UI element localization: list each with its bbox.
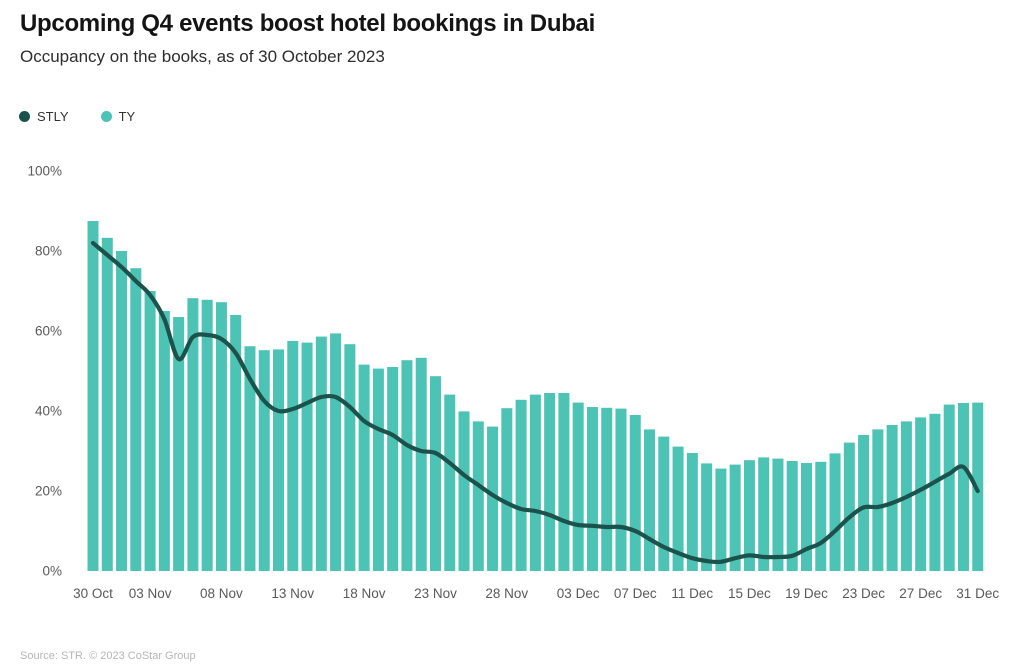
x-tick-label: 03 Nov (129, 586, 172, 601)
ty-bar (287, 341, 299, 571)
ty-bar (929, 413, 941, 571)
ty-bar (943, 404, 955, 571)
y-tick-label: 80% (35, 244, 62, 259)
x-tick-label: 18 Nov (343, 586, 386, 601)
x-tick-label: 31 Dec (956, 586, 999, 601)
ty-bar (372, 368, 384, 571)
ty-bar (715, 468, 727, 571)
ty-bar (301, 342, 313, 571)
ty-bar (158, 311, 170, 571)
ty-bar (330, 333, 342, 571)
ty-bar (786, 461, 798, 571)
ty-bar (515, 399, 527, 571)
ty-bar (501, 408, 513, 571)
x-tick-label: 08 Nov (200, 586, 243, 601)
ty-bar (358, 364, 370, 571)
ty-bar (187, 298, 199, 571)
ty-bar (572, 402, 584, 571)
ty-bar (387, 367, 399, 571)
ty-bar (843, 442, 855, 571)
occupancy-chart-svg: 0% 20% 40% 60% 80% 100% 30 Oct 03 Nov 08 Nov 13 N… (27, 164, 999, 602)
chart-area: 0% 20% 40% 60% 80% 100% 30 Oct 03 Nov 08 Nov 13 N… (0, 140, 1024, 640)
x-tick-label: 19 Dec (785, 586, 828, 601)
ty-bar (829, 453, 841, 571)
ty-bar (729, 464, 741, 571)
x-tick-label: 30 Oct (73, 586, 113, 601)
ty-bar (686, 453, 698, 571)
x-tick-label: 07 Dec (614, 586, 657, 601)
ty-bar (87, 221, 99, 571)
ty-bar (472, 421, 484, 571)
ty-bar (244, 346, 256, 571)
ty-bar (743, 460, 755, 571)
ty-bar (144, 291, 156, 571)
ty-bar (672, 446, 684, 571)
ty-bar (487, 426, 499, 571)
ty-bar (872, 429, 884, 571)
legend-item-ty: TY (100, 109, 136, 124)
stly-legend-dot-icon (19, 111, 30, 122)
ty-bar (558, 393, 570, 571)
ty-bar (858, 435, 870, 571)
x-tick-label: 28 Nov (485, 586, 528, 601)
ty-bar (758, 457, 770, 571)
ty-bar (701, 463, 713, 571)
legend-item-stly: STLY (19, 109, 69, 124)
ty-bar (215, 302, 227, 571)
ty-bar (815, 461, 827, 571)
y-tick-label: 0% (42, 564, 62, 579)
ty-bar (644, 429, 656, 571)
ty-bar (315, 336, 327, 571)
x-tick-label: 11 Dec (671, 586, 713, 601)
ty-bars (87, 221, 984, 572)
ty-bar (116, 251, 128, 571)
ty-bar (886, 425, 898, 571)
y-axis-labels: 0% 20% 40% 60% 80% 100% (27, 164, 62, 579)
ty-bar (273, 349, 285, 571)
x-tick-label: 13 Nov (271, 586, 314, 601)
y-tick-label: 100% (27, 164, 62, 179)
ty-bar (258, 350, 270, 571)
ty-bar (629, 415, 641, 571)
x-tick-label: 27 Dec (899, 586, 942, 601)
ty-bar (544, 393, 556, 571)
ty-bar (957, 403, 969, 571)
page-subtitle: Occupancy on the books, as of 30 October… (20, 47, 385, 66)
ty-bar (444, 394, 456, 571)
x-axis-labels: 30 Oct 03 Nov 08 Nov 13 Nov 18 Nov 23 Nov 28 N… (73, 586, 999, 601)
ty-bar (458, 411, 470, 571)
x-tick-label: 15 Dec (728, 586, 771, 601)
ty-bar (658, 436, 670, 571)
legend-label-stly: STLY (37, 109, 69, 124)
ty-bar (586, 407, 598, 571)
ty-bar (529, 394, 541, 571)
source-attribution: Source: STR. © 2023 CoStar Group (20, 650, 196, 662)
y-tick-label: 20% (35, 484, 62, 499)
ty-legend-dot-icon (100, 111, 112, 122)
ty-bar (401, 360, 413, 571)
x-tick-label: 23 Dec (842, 586, 885, 601)
ty-bar (201, 299, 213, 571)
ty-bar (915, 417, 927, 571)
ty-bar (615, 408, 627, 571)
x-tick-label: 03 Dec (557, 586, 600, 601)
legend: STLY TY (19, 109, 135, 124)
stly-line (90, 240, 980, 565)
y-tick-label: 40% (35, 404, 62, 419)
ty-bar (801, 463, 812, 571)
y-tick-label: 60% (35, 324, 62, 339)
ty-bar (415, 357, 427, 571)
ty-bar (101, 237, 113, 572)
ty-bar (230, 315, 242, 571)
ty-bar (173, 317, 185, 571)
legend-label-ty: TY (118, 109, 136, 124)
ty-bar (772, 458, 784, 571)
x-tick-label: 23 Nov (414, 586, 457, 601)
ty-bar (429, 376, 441, 571)
ty-bar (601, 407, 613, 571)
page-title: Upcoming Q4 events boost hotel bookings … (20, 10, 595, 37)
ty-bar (130, 268, 142, 571)
ty-bar (344, 344, 356, 571)
